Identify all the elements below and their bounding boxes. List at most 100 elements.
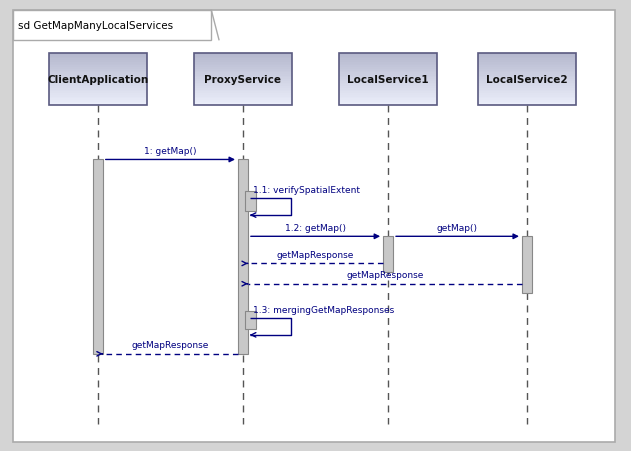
- Bar: [478, 69, 576, 71]
- Bar: [194, 54, 292, 106]
- Bar: [49, 100, 146, 102]
- Bar: [194, 62, 292, 64]
- Bar: [194, 104, 292, 106]
- Bar: [194, 87, 292, 89]
- Bar: [339, 60, 437, 63]
- Text: ClientApplication: ClientApplication: [47, 75, 148, 85]
- Bar: [49, 64, 146, 66]
- Bar: [49, 92, 146, 94]
- Text: getMapResponse: getMapResponse: [346, 271, 423, 280]
- Bar: [478, 73, 576, 75]
- Bar: [245, 311, 256, 329]
- Bar: [194, 74, 292, 77]
- Text: 1.1: verifySpatialExtent: 1.1: verifySpatialExtent: [253, 186, 360, 195]
- Bar: [49, 60, 146, 63]
- Bar: [49, 93, 146, 96]
- Bar: [49, 97, 146, 99]
- Text: 1: getMap(): 1: getMap(): [144, 147, 197, 156]
- Bar: [49, 73, 146, 75]
- Bar: [194, 83, 292, 85]
- Bar: [339, 78, 437, 80]
- Bar: [478, 81, 576, 83]
- Bar: [194, 79, 292, 82]
- Bar: [339, 100, 437, 102]
- Bar: [339, 64, 437, 66]
- Bar: [339, 88, 437, 90]
- Bar: [339, 59, 437, 61]
- Bar: [339, 57, 437, 59]
- Text: sd GetMapManyLocalServices: sd GetMapManyLocalServices: [18, 21, 173, 31]
- Bar: [478, 62, 576, 64]
- Bar: [339, 76, 437, 78]
- Bar: [194, 73, 292, 75]
- Bar: [49, 55, 146, 58]
- Bar: [339, 97, 437, 99]
- Bar: [49, 85, 146, 87]
- Bar: [194, 88, 292, 90]
- Bar: [49, 57, 146, 59]
- Bar: [478, 79, 576, 82]
- Bar: [194, 69, 292, 71]
- Text: getMapResponse: getMapResponse: [277, 250, 354, 259]
- Bar: [49, 102, 146, 104]
- Bar: [478, 83, 576, 85]
- Bar: [49, 54, 146, 106]
- Bar: [339, 69, 437, 71]
- Bar: [194, 81, 292, 83]
- Bar: [194, 93, 292, 96]
- Bar: [194, 100, 292, 102]
- Bar: [478, 74, 576, 77]
- Bar: [49, 69, 146, 71]
- Bar: [478, 78, 576, 80]
- Bar: [478, 64, 576, 66]
- Text: ProxyService: ProxyService: [204, 75, 281, 85]
- Bar: [478, 68, 576, 69]
- Bar: [49, 83, 146, 85]
- Bar: [339, 95, 437, 97]
- Bar: [339, 62, 437, 64]
- Bar: [339, 83, 437, 85]
- Bar: [194, 92, 292, 94]
- Bar: [194, 59, 292, 61]
- Bar: [238, 160, 248, 354]
- Bar: [339, 66, 437, 68]
- Bar: [194, 78, 292, 80]
- Text: LocalService1: LocalService1: [347, 75, 429, 85]
- Bar: [478, 87, 576, 89]
- Bar: [478, 71, 576, 73]
- Bar: [339, 85, 437, 87]
- Bar: [478, 99, 576, 101]
- Bar: [478, 95, 576, 97]
- Bar: [194, 97, 292, 99]
- Bar: [339, 71, 437, 73]
- Bar: [49, 68, 146, 69]
- Bar: [339, 102, 437, 104]
- Bar: [194, 99, 292, 101]
- Bar: [194, 90, 292, 92]
- Bar: [194, 95, 292, 97]
- Bar: [245, 192, 256, 212]
- Bar: [478, 55, 576, 58]
- Bar: [339, 68, 437, 69]
- Bar: [339, 54, 437, 106]
- Bar: [478, 57, 576, 59]
- Bar: [478, 59, 576, 61]
- Bar: [478, 54, 576, 106]
- Bar: [49, 88, 146, 90]
- Bar: [49, 66, 146, 68]
- Bar: [194, 68, 292, 69]
- Bar: [339, 74, 437, 77]
- Bar: [194, 85, 292, 87]
- Bar: [49, 90, 146, 92]
- Bar: [478, 76, 576, 78]
- Bar: [478, 85, 576, 87]
- Bar: [522, 237, 532, 293]
- Bar: [49, 95, 146, 97]
- Text: getMap(): getMap(): [437, 223, 478, 232]
- Bar: [478, 66, 576, 68]
- Bar: [49, 99, 146, 101]
- Text: 1.2: getMap(): 1.2: getMap(): [285, 223, 346, 232]
- Bar: [339, 79, 437, 82]
- Bar: [478, 100, 576, 102]
- Bar: [339, 90, 437, 92]
